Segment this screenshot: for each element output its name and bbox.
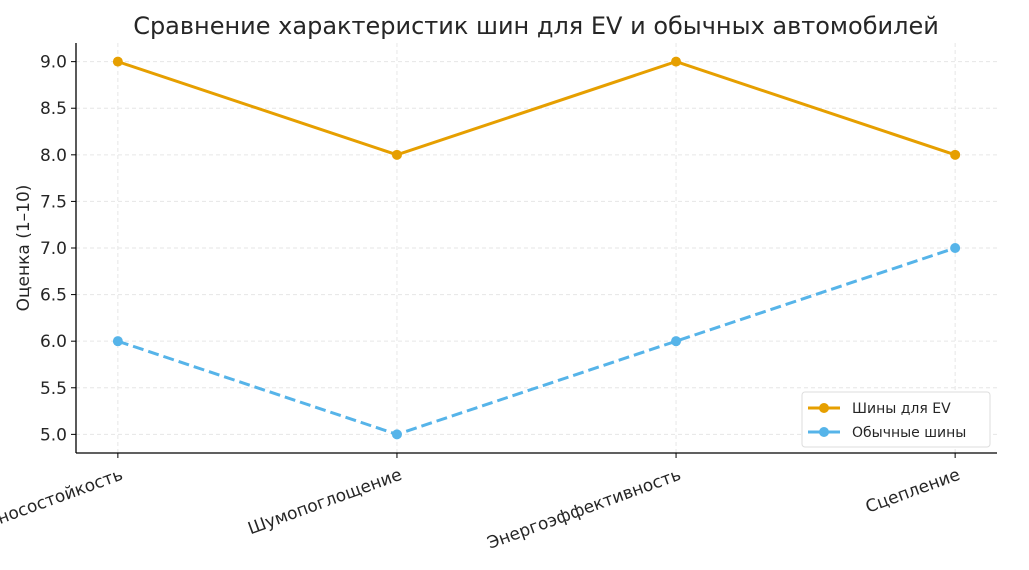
legend-marker [819,403,829,413]
legend-label: Обычные шины [852,425,966,441]
data-point [391,149,402,160]
y-tick-label: 6.0 [40,332,67,352]
legend-marker [819,427,829,437]
series-line [117,246,956,436]
y-axis-label: Оценка (1–10) [14,185,34,312]
legend-box [801,391,991,448]
legend-label: Шины для EV [852,401,951,417]
y-tick-label: 5.0 [40,425,67,445]
x-tick-label: Сцепление [863,465,963,518]
data-point [112,336,123,347]
y-tick-label: 6.5 [40,286,67,306]
y-tick-label: 7.5 [40,192,67,212]
x-tick-label: Износостойкость [0,465,126,536]
x-tick-label: Шумопоглощение [245,465,404,539]
y-tick-label: 5.5 [40,379,67,399]
data-point [112,56,123,67]
y-tick-label: 8.0 [40,146,67,166]
legend: Шины для EV Обычные шины [801,391,991,448]
data-point [671,336,682,347]
y-tick-label: 8.5 [40,99,67,119]
data-point [671,56,682,67]
data-point [391,429,402,440]
chart-title: Сравнение характеристик шин для EV и обы… [133,12,939,40]
data-point [950,243,961,253]
x-tick-label: Энергоэффективность [485,465,684,554]
series-line [117,60,956,157]
data-point [950,149,961,160]
y-tick-label: 7.0 [40,239,67,259]
y-tick-label: 9.0 [40,53,67,73]
